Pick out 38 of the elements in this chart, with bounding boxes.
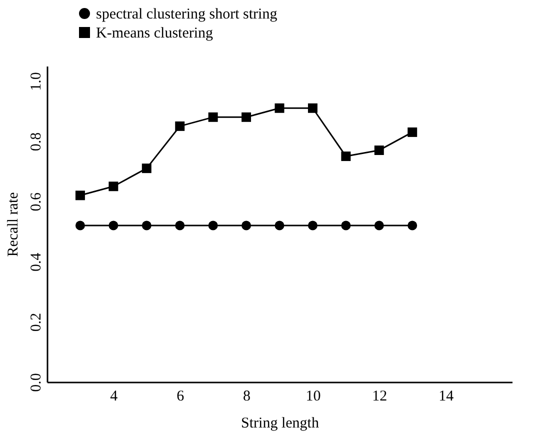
point <box>142 164 152 174</box>
x-tick-label: 12 <box>372 388 388 404</box>
point <box>208 220 218 230</box>
point <box>108 220 118 230</box>
y-tick-label: 0.6 <box>28 192 44 212</box>
y-tick-label: 0.0 <box>28 373 44 392</box>
y-tick-label: 0.2 <box>28 312 44 332</box>
y-tick-label: 0.4 <box>28 252 44 272</box>
point <box>75 190 85 200</box>
point <box>142 220 152 230</box>
point <box>408 127 418 137</box>
point <box>108 182 118 192</box>
y-tick-label: 1.0 <box>28 72 44 91</box>
x-tick-label: 6 <box>176 388 185 404</box>
point <box>341 220 351 230</box>
point <box>308 220 318 230</box>
point <box>408 220 418 230</box>
legend-label: K-means clustering <box>96 26 214 42</box>
point <box>242 112 252 122</box>
x-axis-title: String length <box>241 416 320 432</box>
point <box>75 220 85 230</box>
x-tick-label: 10 <box>306 388 321 404</box>
y-tick-label: 0.8 <box>28 132 44 152</box>
x-tick-label: 8 <box>243 388 251 404</box>
x-tick-label: 4 <box>110 388 118 404</box>
point <box>308 103 318 113</box>
point <box>274 103 284 113</box>
point <box>274 220 284 230</box>
legend-label: spectral clustering short string <box>96 6 278 22</box>
point <box>175 121 185 131</box>
point <box>374 146 384 156</box>
x-tick-label: 14 <box>438 388 454 404</box>
point <box>374 220 384 230</box>
point <box>208 112 218 122</box>
point <box>175 220 185 230</box>
point <box>341 152 351 162</box>
point <box>242 220 252 230</box>
y-axis-title: Recall rate <box>6 192 22 257</box>
